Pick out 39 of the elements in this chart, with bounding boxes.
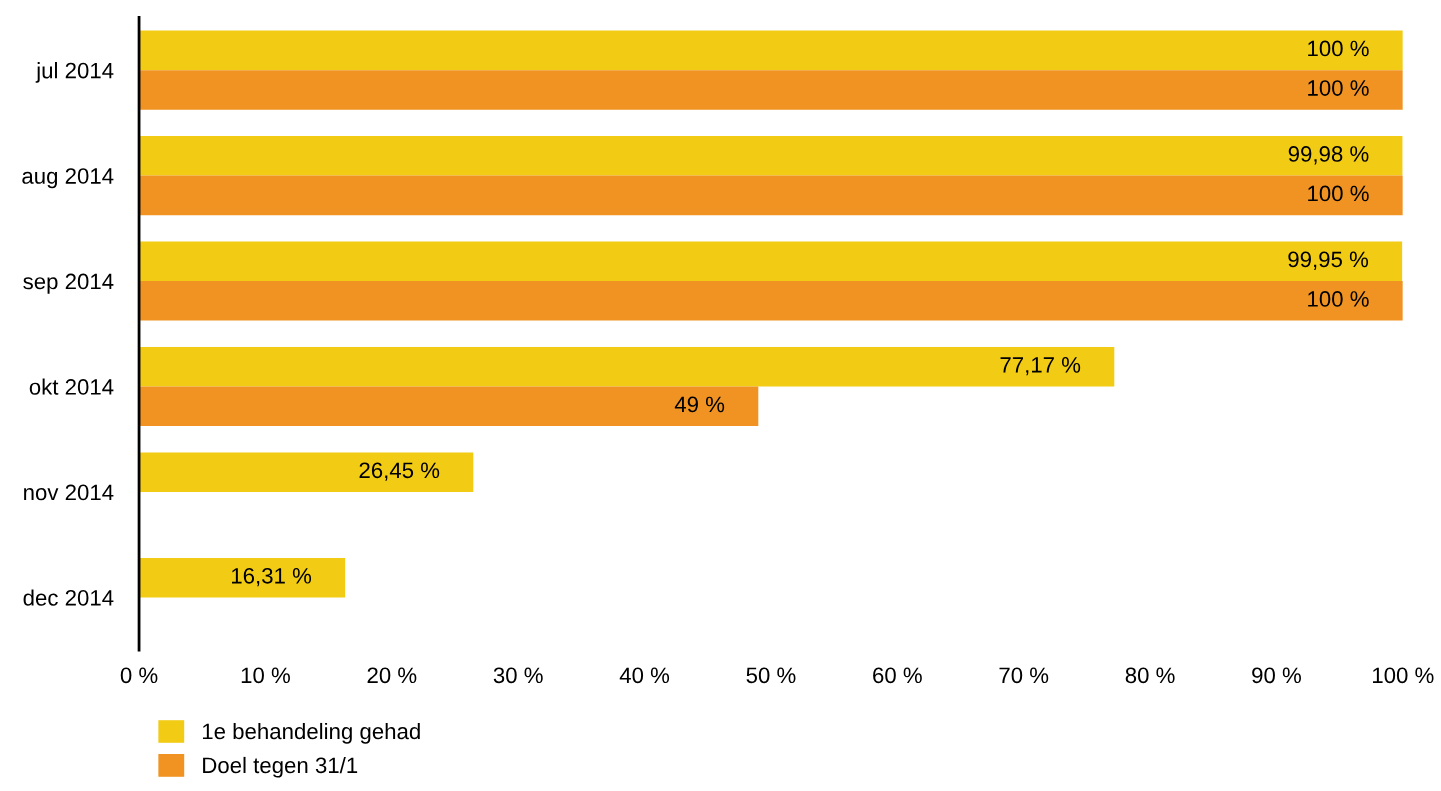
data-label: 77,17 % [1000,357,1081,376]
y-tick-label: aug 2014 [22,168,114,189]
bar [139,281,1403,321]
bar [139,136,1403,176]
x-tick-label: 90 % [1252,667,1301,684]
x-tick-label: 0 % [120,667,158,684]
x-tick-label: 100 % [1373,667,1434,684]
data-label: 99,98 % [1288,146,1369,165]
bar [139,346,1115,387]
bar [139,452,474,492]
x-tick-label: 70 % [999,667,1049,684]
data-label: 100 % [1308,40,1369,57]
data-label: 100 % [1308,185,1369,202]
bar [139,557,346,598]
data-label: 49 % [674,396,725,413]
y-tick-label: dec 2014 [23,589,114,606]
data-label: 99,95 % [1288,251,1369,270]
x-tick-label: 20 % [367,667,417,684]
x-tick-label: 80 % [1125,667,1175,684]
data-label: 100 % [1308,80,1369,96]
bar [139,30,1403,71]
legend-label: 1e behandeling gehad [202,722,420,744]
x-tick-label: 10 % [241,667,290,684]
bar [139,386,759,427]
y-tick-label: nov 2014 [24,484,114,501]
data-label: 26,45 % [359,462,440,481]
data-label: 16,31 % [232,567,312,587]
x-tick-label: 60 % [873,667,922,684]
x-tick-label: 30 % [493,667,543,684]
data-label: 100 % [1308,291,1369,307]
legend-label: Doel tegen 31/1 [203,756,358,778]
y-tick-label: okt 2014 [29,378,114,395]
bar [139,70,1403,110]
y-tick-label: jul 2014 [35,62,114,83]
y-tick-label: sep 2014 [23,273,114,294]
bar [139,175,1403,216]
x-tick-label: 40 % [619,667,670,684]
bar [139,241,1403,282]
x-tick-label: 50 % [746,667,796,684]
